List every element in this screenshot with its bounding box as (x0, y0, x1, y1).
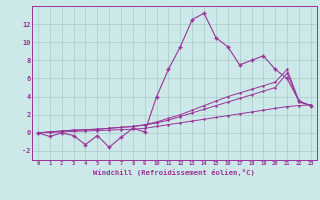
X-axis label: Windchill (Refroidissement éolien,°C): Windchill (Refroidissement éolien,°C) (93, 169, 255, 176)
